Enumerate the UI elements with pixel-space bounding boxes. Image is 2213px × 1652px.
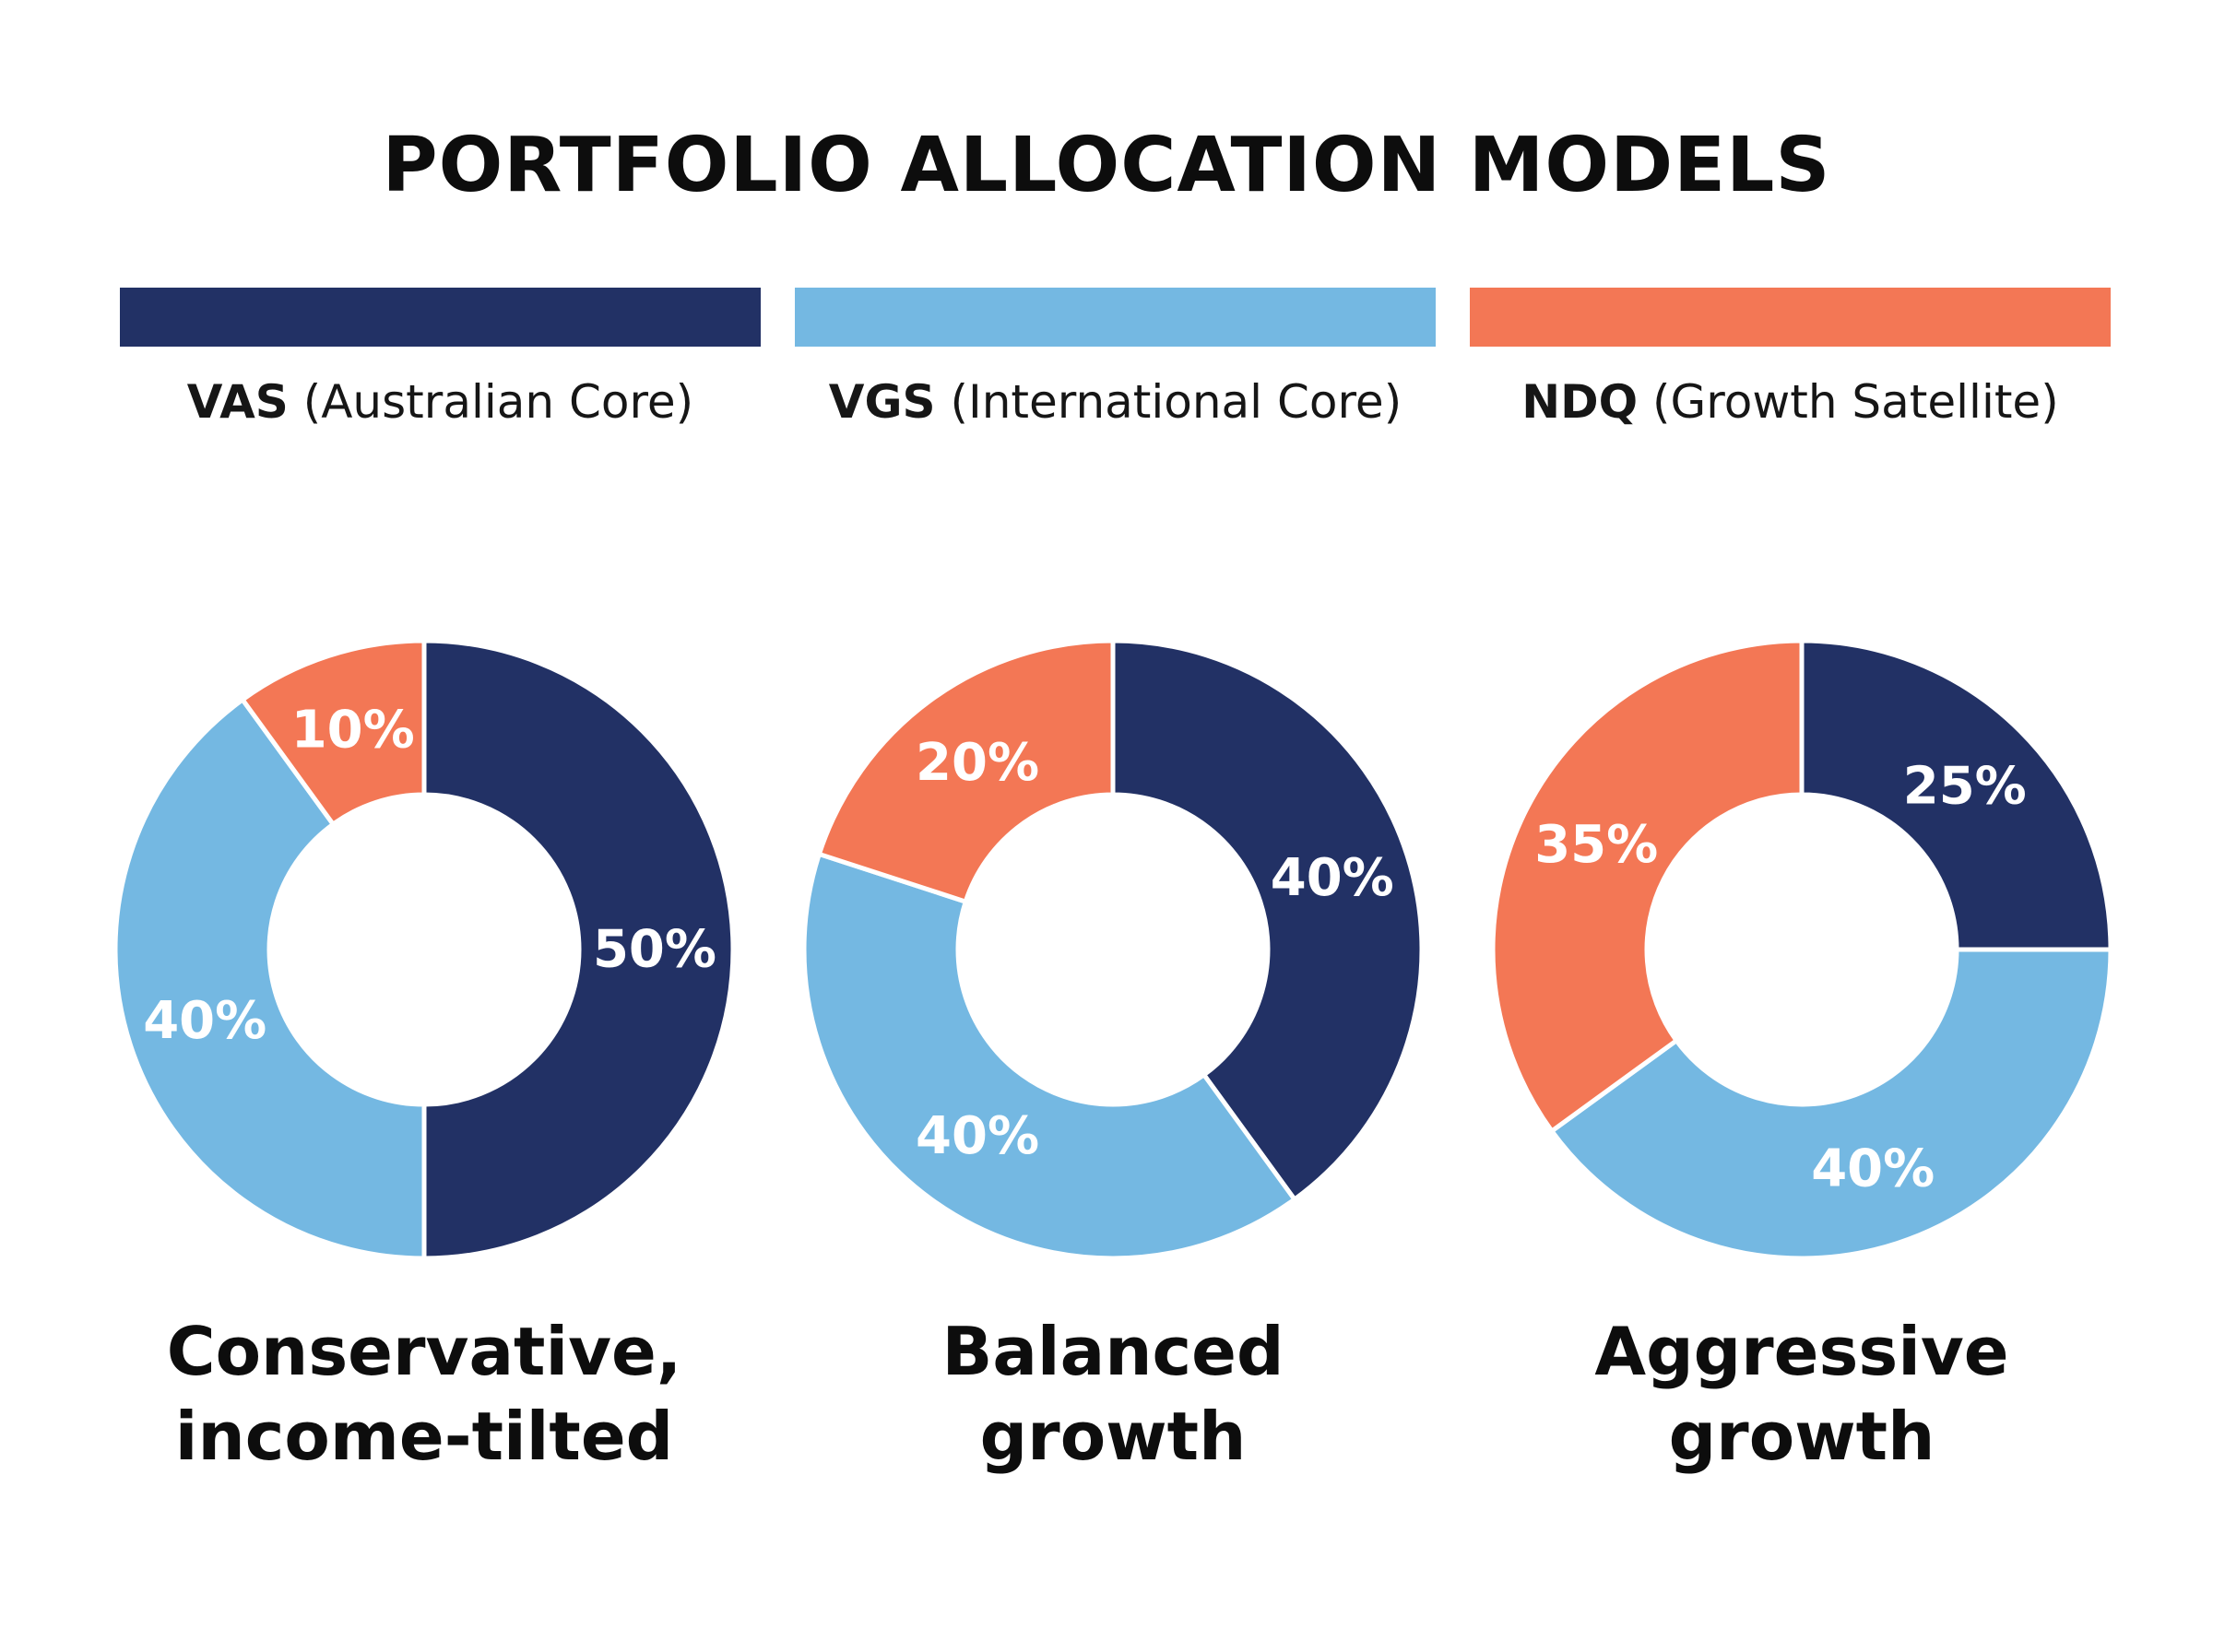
legend-ticker: NDQ [1521,375,1639,429]
caption-line: income-tilted [174,1398,674,1475]
slice-vgs [801,851,1297,1261]
legend-entry-vgs: VGS (International Core) [795,365,1436,439]
slice-vas [1799,638,2113,952]
caption-aggressive: Aggressive growth [1479,1309,2124,1479]
slice-ndq [816,638,1116,904]
legend-entry-vas: VAS (Australian Core) [120,365,761,439]
caption-line: growth [1668,1398,1935,1475]
legend-description: (Australian Core) [302,375,694,429]
slice-label-ndq: 10% [291,701,415,761]
legend-description: (Growth Satellite) [1652,375,2059,429]
caption-line: Balanced [941,1313,1284,1390]
legend-description: (International Core) [950,375,1402,429]
slice-label-vas: 50% [593,920,716,980]
slice-vgs [112,697,427,1261]
slice-label-vas: 25% [1903,757,2027,817]
slice-label-vas: 40% [1271,848,1394,908]
slice-ndq [1490,638,1805,1134]
legend-swatch-vgs [795,288,1436,347]
legend-swatch-ndq [1470,288,2111,347]
slice-ndq [240,638,427,827]
caption-line: Conservative, [166,1313,682,1390]
donut-aggressive: 25% 40% 35% [1490,638,2113,1261]
donut-conservative: 50% 40% 10% [112,638,736,1261]
slice-vas [1110,638,1425,1202]
slice-label-ndq: 20% [916,733,1039,793]
slice-vas [421,638,736,1261]
slice-label-vgs: 40% [916,1106,1039,1166]
slice-vgs [1549,947,2113,1261]
slice-label-ndq: 35% [1534,815,1658,875]
donut-balanced: 40% 40% 20% [801,638,1425,1261]
chart-title: PORTFOLIO ALLOCATION MODELS [382,122,1831,209]
legend-entry-ndq: NDQ (Growth Satellite) [1470,365,2111,439]
slice-label-vgs: 40% [143,991,266,1051]
caption-line: Aggressive [1594,1313,2009,1390]
caption-line: growth [979,1398,1247,1475]
legend-ticker: VAS [186,375,289,429]
slice-label-vgs: 40% [1811,1139,1935,1198]
legend-swatch-vas [120,288,761,347]
caption-balanced: Balanced growth [790,1309,1436,1479]
legend-ticker: VGS [828,375,936,429]
caption-conservative: Conservative, income-tilted [101,1309,747,1479]
